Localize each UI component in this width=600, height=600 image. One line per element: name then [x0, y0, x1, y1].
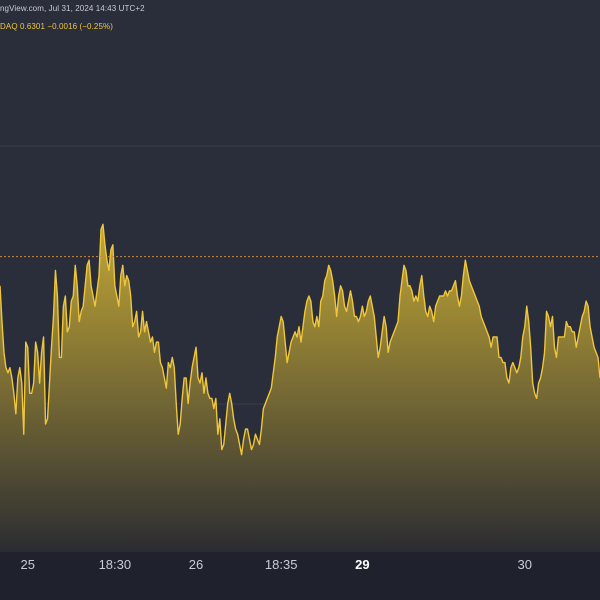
x-tick-label-1: 18:30	[99, 557, 132, 572]
x-tick-label-5: 30	[518, 557, 532, 572]
area-fill	[0, 224, 600, 552]
x-tick-label-0: 25	[20, 557, 34, 572]
x-tick-label-4: 29	[355, 557, 369, 572]
quote-header: DAQ 0.6301 −0.0016 (−0.25%)	[0, 22, 113, 31]
price-line	[0, 223, 600, 456]
time-axis-band	[0, 552, 600, 600]
x-tick-label-2: 26	[189, 557, 203, 572]
source-header: ngView.com, Jul 31, 2024 14:43 UTC+2	[0, 4, 145, 13]
x-tick-label-3: 18:35	[265, 557, 298, 572]
